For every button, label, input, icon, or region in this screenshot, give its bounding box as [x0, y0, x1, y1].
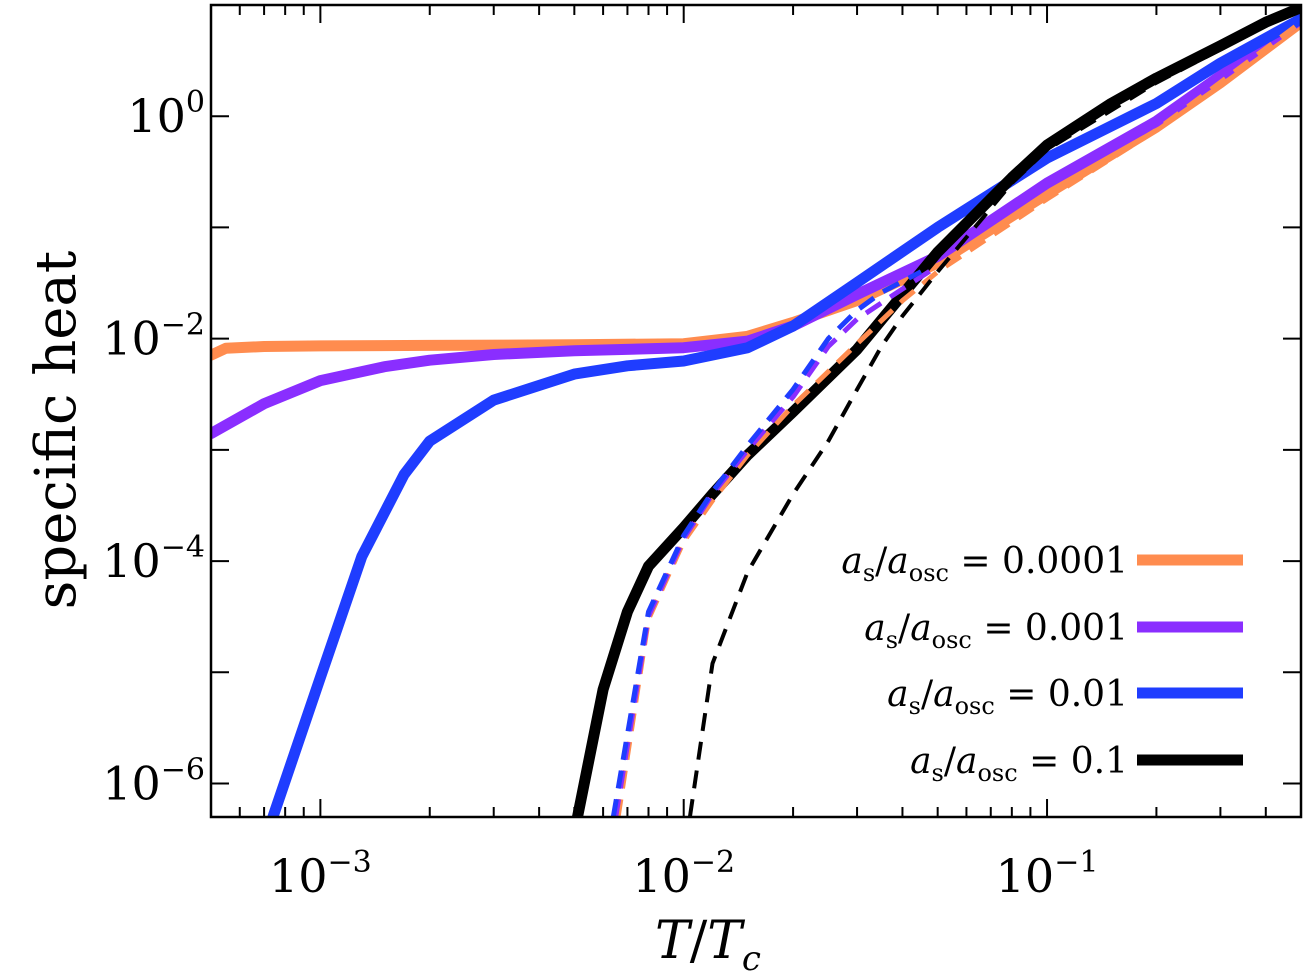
x-tick-label: 10−2 — [632, 845, 735, 903]
legend-item: as/aosc = 0.001 — [864, 608, 1243, 654]
y-tick-label: 100 — [127, 85, 205, 143]
y-tick-label: 10−4 — [102, 530, 205, 588]
axes-frame — [209, 3, 1303, 819]
series-line-3 — [572, 5, 1301, 817]
legend-item: as/aosc = 0.01 — [887, 674, 1243, 720]
legend-label: as/aosc = 0.01 — [887, 674, 1128, 720]
plot-area — [211, 5, 1301, 817]
legend-item: as/aosc = 0.0001 — [841, 541, 1243, 587]
legend-label: as/aosc = 0.0001 — [841, 541, 1128, 587]
series-line-6 — [610, 269, 923, 817]
tick-labels: 10−3 10−2 10−1 10−6 10−4 10−2 100 — [102, 85, 1098, 903]
series-line-2 — [267, 13, 1301, 817]
legend-label: as/aosc = 0.1 — [910, 741, 1128, 787]
legend: as/aosc = 0.0001 as/aosc = 0.001 as/aosc =… — [841, 541, 1243, 787]
series-line-1 — [211, 13, 1301, 440]
legend-item: as/aosc = 0.1 — [910, 741, 1243, 787]
x-tick-label: 10−3 — [269, 845, 372, 903]
y-tick-label: 10−2 — [102, 308, 205, 366]
y-axis-title: specific heat — [24, 250, 89, 609]
y-tick-label: 10−6 — [102, 753, 205, 811]
x-axis-title: T/Tc — [655, 911, 761, 979]
x-tick-label: 10−1 — [996, 845, 1099, 903]
series-line-0 — [211, 16, 1301, 361]
axis-ticks — [210, 4, 1302, 817]
legend-label: as/aosc = 0.001 — [864, 608, 1128, 654]
